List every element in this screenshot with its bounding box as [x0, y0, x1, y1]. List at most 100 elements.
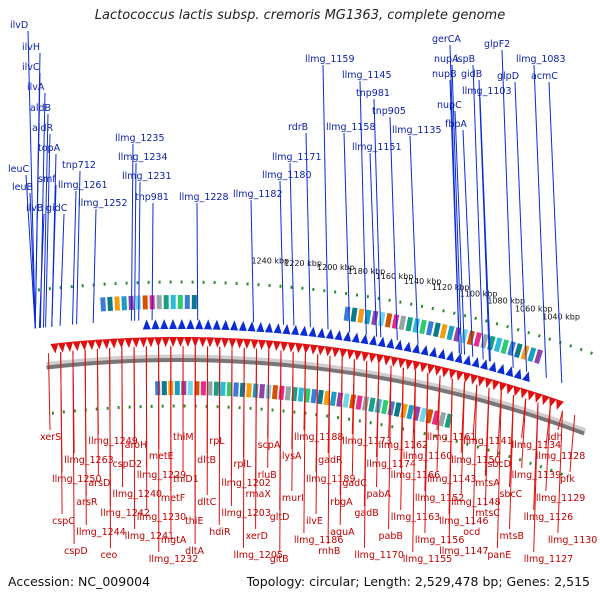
gene-label: ilvH: [22, 42, 40, 53]
gene-arrow: [221, 338, 229, 348]
gene-label: aroH: [125, 440, 147, 451]
cog-bar: [467, 330, 475, 345]
gene-label: llmg_1156: [415, 535, 465, 546]
cog-bar: [259, 384, 265, 398]
gene-arrow: [522, 370, 533, 382]
gene-arrow: [323, 346, 332, 357]
gene-leader-line: [46, 134, 50, 327]
cog-bar: [317, 390, 324, 405]
gene-label: pfk: [560, 474, 575, 485]
gene-arrow: [235, 338, 244, 348]
map-title: Lactococcus lactis subsp. cremoris MG136…: [0, 8, 600, 23]
cog-bar: [385, 313, 392, 328]
gene-arrow: [95, 339, 104, 350]
gene-label: gerCA: [432, 34, 461, 45]
cog-bar: [351, 307, 358, 322]
gene-arrow: [176, 337, 184, 347]
gene-arrow: [132, 338, 140, 348]
cog-bar: [164, 295, 169, 309]
gene-label: ilvE: [306, 516, 323, 527]
gene-arrow: [463, 354, 473, 366]
cog-bar: [514, 343, 523, 358]
cog-bar: [107, 297, 113, 311]
gene-label: gadC: [342, 478, 367, 489]
gene-leader-line: [370, 153, 377, 337]
gene-arrow: [455, 352, 465, 364]
gene-label: aguA: [330, 527, 355, 538]
gene-arrow: [331, 347, 340, 358]
gene-arrow: [282, 324, 291, 335]
gene-arrow: [213, 319, 221, 329]
gene-leader-line: [410, 136, 418, 344]
gene-arrow: [382, 355, 392, 366]
cog-bar: [162, 381, 167, 395]
reverse-gene-labels: xerSllmg_1250cspCcspDllmg_1263arsRllmg_1…: [40, 346, 597, 565]
gene-label: nupB: [432, 69, 457, 80]
topology-text: Topology: circular; Length: 2,529,478 bp…: [247, 574, 590, 589]
cog-bar: [114, 296, 120, 310]
gene-arrow: [151, 319, 159, 329]
cog-bar: [343, 393, 350, 408]
gene-label: llmg_1160: [403, 451, 453, 462]
accession-text: Accession: NC_009004: [8, 574, 150, 589]
kbp-label: 1240 kbp: [251, 256, 289, 265]
gene-leader-line: [549, 82, 562, 383]
gene-label: llmg_1234: [118, 152, 168, 163]
gene-label: llmg_1158: [326, 122, 376, 133]
gene-arrow: [228, 338, 236, 348]
outer-cog-bars-left: [100, 295, 197, 311]
gene-arrow: [87, 340, 96, 351]
cog-bar: [394, 402, 402, 417]
cog-bar: [253, 384, 259, 398]
cog-bar: [233, 382, 239, 396]
cog-bar: [474, 332, 482, 347]
cog-bar: [406, 405, 414, 420]
gene-leader-line: [292, 352, 293, 491]
gene-label: llmg_1143: [427, 474, 477, 485]
gene-arrow: [375, 354, 385, 365]
gene-arrow: [395, 339, 405, 350]
gene-arrow: [386, 337, 396, 348]
gene-label: cspD: [64, 546, 88, 557]
gene-label: mtsC: [475, 508, 500, 519]
cog-bar: [406, 317, 414, 332]
gene-arrow: [294, 343, 303, 354]
cog-bar: [157, 295, 162, 309]
gene-label: metF: [161, 493, 185, 504]
gene-label: ispB: [455, 54, 475, 65]
gene-arrow: [274, 323, 283, 334]
gene-label: llmg_1203: [221, 508, 271, 519]
cog-bar: [357, 309, 364, 324]
gene-arrow: [488, 361, 498, 373]
gene-leader-line: [344, 133, 350, 332]
gene-label: llmg_1188: [294, 432, 344, 443]
gene-label: ilvB: [26, 203, 43, 214]
gene-label: smf: [38, 174, 56, 185]
gene-leader-line: [280, 181, 284, 325]
gene-label: cspD2: [113, 459, 143, 470]
gene-arrow: [221, 320, 229, 330]
gene-label: llmg_1235: [115, 133, 165, 144]
cog-bar: [135, 296, 140, 310]
gene-arrow: [291, 324, 300, 335]
gene-label: llmg_1261: [58, 180, 108, 191]
cog-bar: [188, 381, 193, 395]
gene-arrow: [257, 340, 266, 351]
gene-arrow: [326, 328, 335, 339]
gene-leader-line: [197, 203, 198, 320]
gene-label: llmg_1083: [516, 54, 566, 65]
cog-bar: [285, 386, 291, 400]
cog-bar: [298, 387, 305, 401]
gene-label: rnhB: [318, 546, 340, 557]
gene-arrow: [505, 365, 515, 377]
gene-arrow: [80, 340, 89, 351]
gene-arrow: [256, 322, 265, 333]
gene-label: gidC: [46, 203, 68, 214]
gene-arrow: [265, 322, 274, 333]
gene-arrow: [110, 338, 119, 348]
cog-bar: [201, 381, 206, 395]
gene-label: sbcD: [487, 459, 511, 470]
gene-arrow: [352, 332, 361, 343]
gene-leader-line: [231, 347, 232, 506]
gene-arrow: [272, 341, 281, 352]
